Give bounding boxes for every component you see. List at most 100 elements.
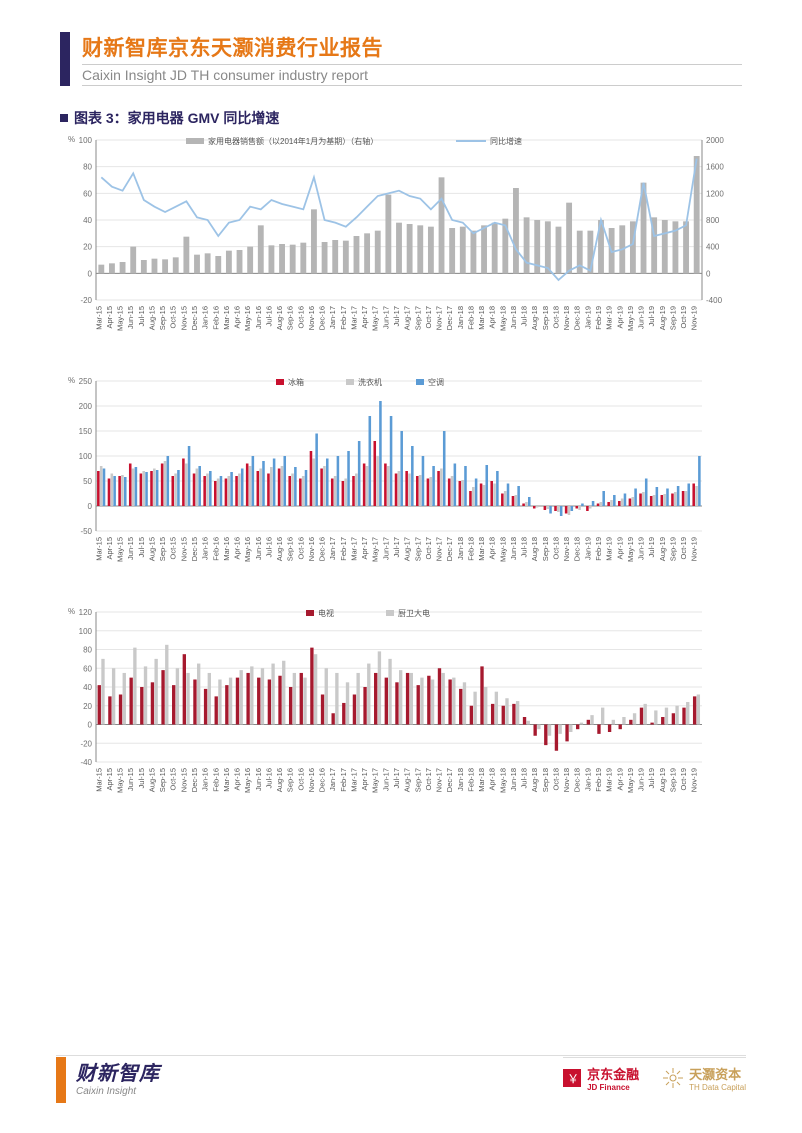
svg-text:冰箱: 冰箱 xyxy=(288,377,304,387)
svg-text:Oct-16: Oct-16 xyxy=(296,306,305,329)
svg-text:May-16: May-16 xyxy=(243,768,252,793)
svg-text:Jul-18: Jul-18 xyxy=(520,537,529,557)
svg-text:Jun-16: Jun-16 xyxy=(254,306,263,329)
svg-text:Jan-18: Jan-18 xyxy=(456,537,465,560)
chart-3: -40-20020406080100120%电视厨卫大电Mar-15Apr-15… xyxy=(54,604,744,829)
svg-text:May-19: May-19 xyxy=(626,306,635,331)
svg-text:Feb-16: Feb-16 xyxy=(211,768,220,792)
svg-text:Oct-18: Oct-18 xyxy=(551,306,560,329)
svg-text:电视: 电视 xyxy=(318,608,334,618)
svg-text:Sep-16: Sep-16 xyxy=(286,306,295,330)
svg-text:Jul-19: Jul-19 xyxy=(647,306,656,326)
svg-text:400: 400 xyxy=(706,243,720,252)
svg-text:Nov-17: Nov-17 xyxy=(435,768,444,792)
svg-text:Dec-15: Dec-15 xyxy=(190,306,199,330)
svg-text:Nov-15: Nov-15 xyxy=(179,306,188,330)
svg-text:Dec-18: Dec-18 xyxy=(573,768,582,792)
svg-text:Mar-15: Mar-15 xyxy=(94,537,103,561)
svg-text:Oct-19: Oct-19 xyxy=(679,768,688,791)
title-bullet xyxy=(60,114,68,122)
svg-text:60: 60 xyxy=(83,189,92,198)
svg-text:May-18: May-18 xyxy=(498,537,507,562)
svg-text:Feb-18: Feb-18 xyxy=(466,306,475,330)
svg-text:空调: 空调 xyxy=(428,377,444,387)
svg-text:Nov-19: Nov-19 xyxy=(690,768,699,792)
svg-text:-50: -50 xyxy=(80,527,92,536)
svg-text:Jun-15: Jun-15 xyxy=(126,768,135,791)
svg-text:-400: -400 xyxy=(706,296,723,305)
header-title-en: Caixin Insight JD TH consumer industry r… xyxy=(82,64,742,83)
svg-text:Dec-17: Dec-17 xyxy=(445,768,454,792)
svg-text:Feb-17: Feb-17 xyxy=(339,306,348,330)
svg-text:-20: -20 xyxy=(80,739,92,748)
svg-text:0: 0 xyxy=(706,269,711,278)
svg-text:Apr-15: Apr-15 xyxy=(105,768,114,791)
logo-th: 天灏资本 TH Data Capital xyxy=(663,1064,746,1092)
svg-text:Feb-18: Feb-18 xyxy=(466,768,475,792)
svg-text:Mar-17: Mar-17 xyxy=(349,306,358,330)
svg-text:2000: 2000 xyxy=(706,136,724,145)
svg-text:Jan-19: Jan-19 xyxy=(583,537,592,560)
svg-text:Jun-15: Jun-15 xyxy=(126,537,135,560)
svg-text:%: % xyxy=(68,376,75,385)
svg-text:Jul-17: Jul-17 xyxy=(392,768,401,788)
svg-text:Apr-16: Apr-16 xyxy=(233,537,242,560)
svg-text:%: % xyxy=(68,135,75,144)
svg-text:May-17: May-17 xyxy=(371,537,380,562)
svg-text:Aug-16: Aug-16 xyxy=(275,768,284,792)
svg-text:Feb-16: Feb-16 xyxy=(211,537,220,561)
svg-text:Oct-16: Oct-16 xyxy=(296,768,305,791)
svg-text:Mar-18: Mar-18 xyxy=(477,306,486,330)
svg-text:Dec-15: Dec-15 xyxy=(190,537,199,561)
svg-text:Apr-18: Apr-18 xyxy=(488,768,497,791)
svg-text:Dec-15: Dec-15 xyxy=(190,768,199,792)
svg-text:Oct-18: Oct-18 xyxy=(551,768,560,791)
header-accent-bar xyxy=(60,32,70,86)
svg-text:Jan-16: Jan-16 xyxy=(201,306,210,329)
footer-brand-text: 财新智库 Caixin Insight xyxy=(76,1057,160,1103)
svg-text:Aug-19: Aug-19 xyxy=(658,537,667,561)
svg-text:Jun-19: Jun-19 xyxy=(637,768,646,791)
svg-text:100: 100 xyxy=(79,136,93,145)
svg-text:Aug-17: Aug-17 xyxy=(403,537,412,561)
svg-text:Jan-17: Jan-17 xyxy=(328,768,337,791)
svg-text:0: 0 xyxy=(88,502,93,511)
svg-text:Feb-17: Feb-17 xyxy=(339,537,348,561)
svg-text:Nov-17: Nov-17 xyxy=(435,306,444,330)
svg-text:May-17: May-17 xyxy=(371,306,380,331)
svg-text:厨卫大电: 厨卫大电 xyxy=(398,608,430,618)
svg-text:Dec-18: Dec-18 xyxy=(573,537,582,561)
svg-text:Jul-19: Jul-19 xyxy=(647,537,656,557)
svg-text:20: 20 xyxy=(83,243,92,252)
header-underline xyxy=(82,85,742,86)
svg-text:120: 120 xyxy=(79,608,93,617)
svg-text:Jun-16: Jun-16 xyxy=(254,768,263,791)
chart-title-row: 图表 3：家用电器 GMV 同比增速 xyxy=(0,94,802,132)
svg-text:Jul-19: Jul-19 xyxy=(647,768,656,788)
report-footer: 财新智库 Caixin Insight 京东金融 JD Finance xyxy=(0,1057,802,1115)
svg-text:家用电器销售额（以2014年1月为基期）（右轴）: 家用电器销售额（以2014年1月为基期）（右轴） xyxy=(208,136,378,146)
svg-text:80: 80 xyxy=(83,646,92,655)
report-header: 财新智库京东天灏消费行业报告 Caixin Insight JD TH cons… xyxy=(0,0,802,94)
svg-text:洗衣机: 洗衣机 xyxy=(358,377,382,387)
svg-text:Apr-19: Apr-19 xyxy=(615,306,624,329)
svg-text:Mar-17: Mar-17 xyxy=(349,537,358,561)
svg-text:Feb-19: Feb-19 xyxy=(594,537,603,561)
svg-text:Sep-19: Sep-19 xyxy=(668,537,677,561)
svg-text:Mar-16: Mar-16 xyxy=(222,768,231,792)
svg-text:Mar-15: Mar-15 xyxy=(94,306,103,330)
svg-text:Nov-19: Nov-19 xyxy=(690,306,699,330)
logo-jd-cn: 京东金融 xyxy=(587,1064,639,1083)
svg-text:May-18: May-18 xyxy=(498,768,507,793)
svg-text:Sep-19: Sep-19 xyxy=(668,306,677,330)
svg-text:Sep-18: Sep-18 xyxy=(541,768,550,792)
svg-text:Feb-19: Feb-19 xyxy=(594,768,603,792)
svg-text:May-15: May-15 xyxy=(116,537,125,562)
svg-text:Sep-15: Sep-15 xyxy=(158,768,167,792)
svg-text:May-19: May-19 xyxy=(626,537,635,562)
svg-text:Apr-18: Apr-18 xyxy=(488,306,497,329)
svg-text:May-16: May-16 xyxy=(243,306,252,331)
svg-text:Dec-17: Dec-17 xyxy=(445,537,454,561)
svg-text:Nov-15: Nov-15 xyxy=(179,768,188,792)
svg-text:Nov-17: Nov-17 xyxy=(435,537,444,561)
